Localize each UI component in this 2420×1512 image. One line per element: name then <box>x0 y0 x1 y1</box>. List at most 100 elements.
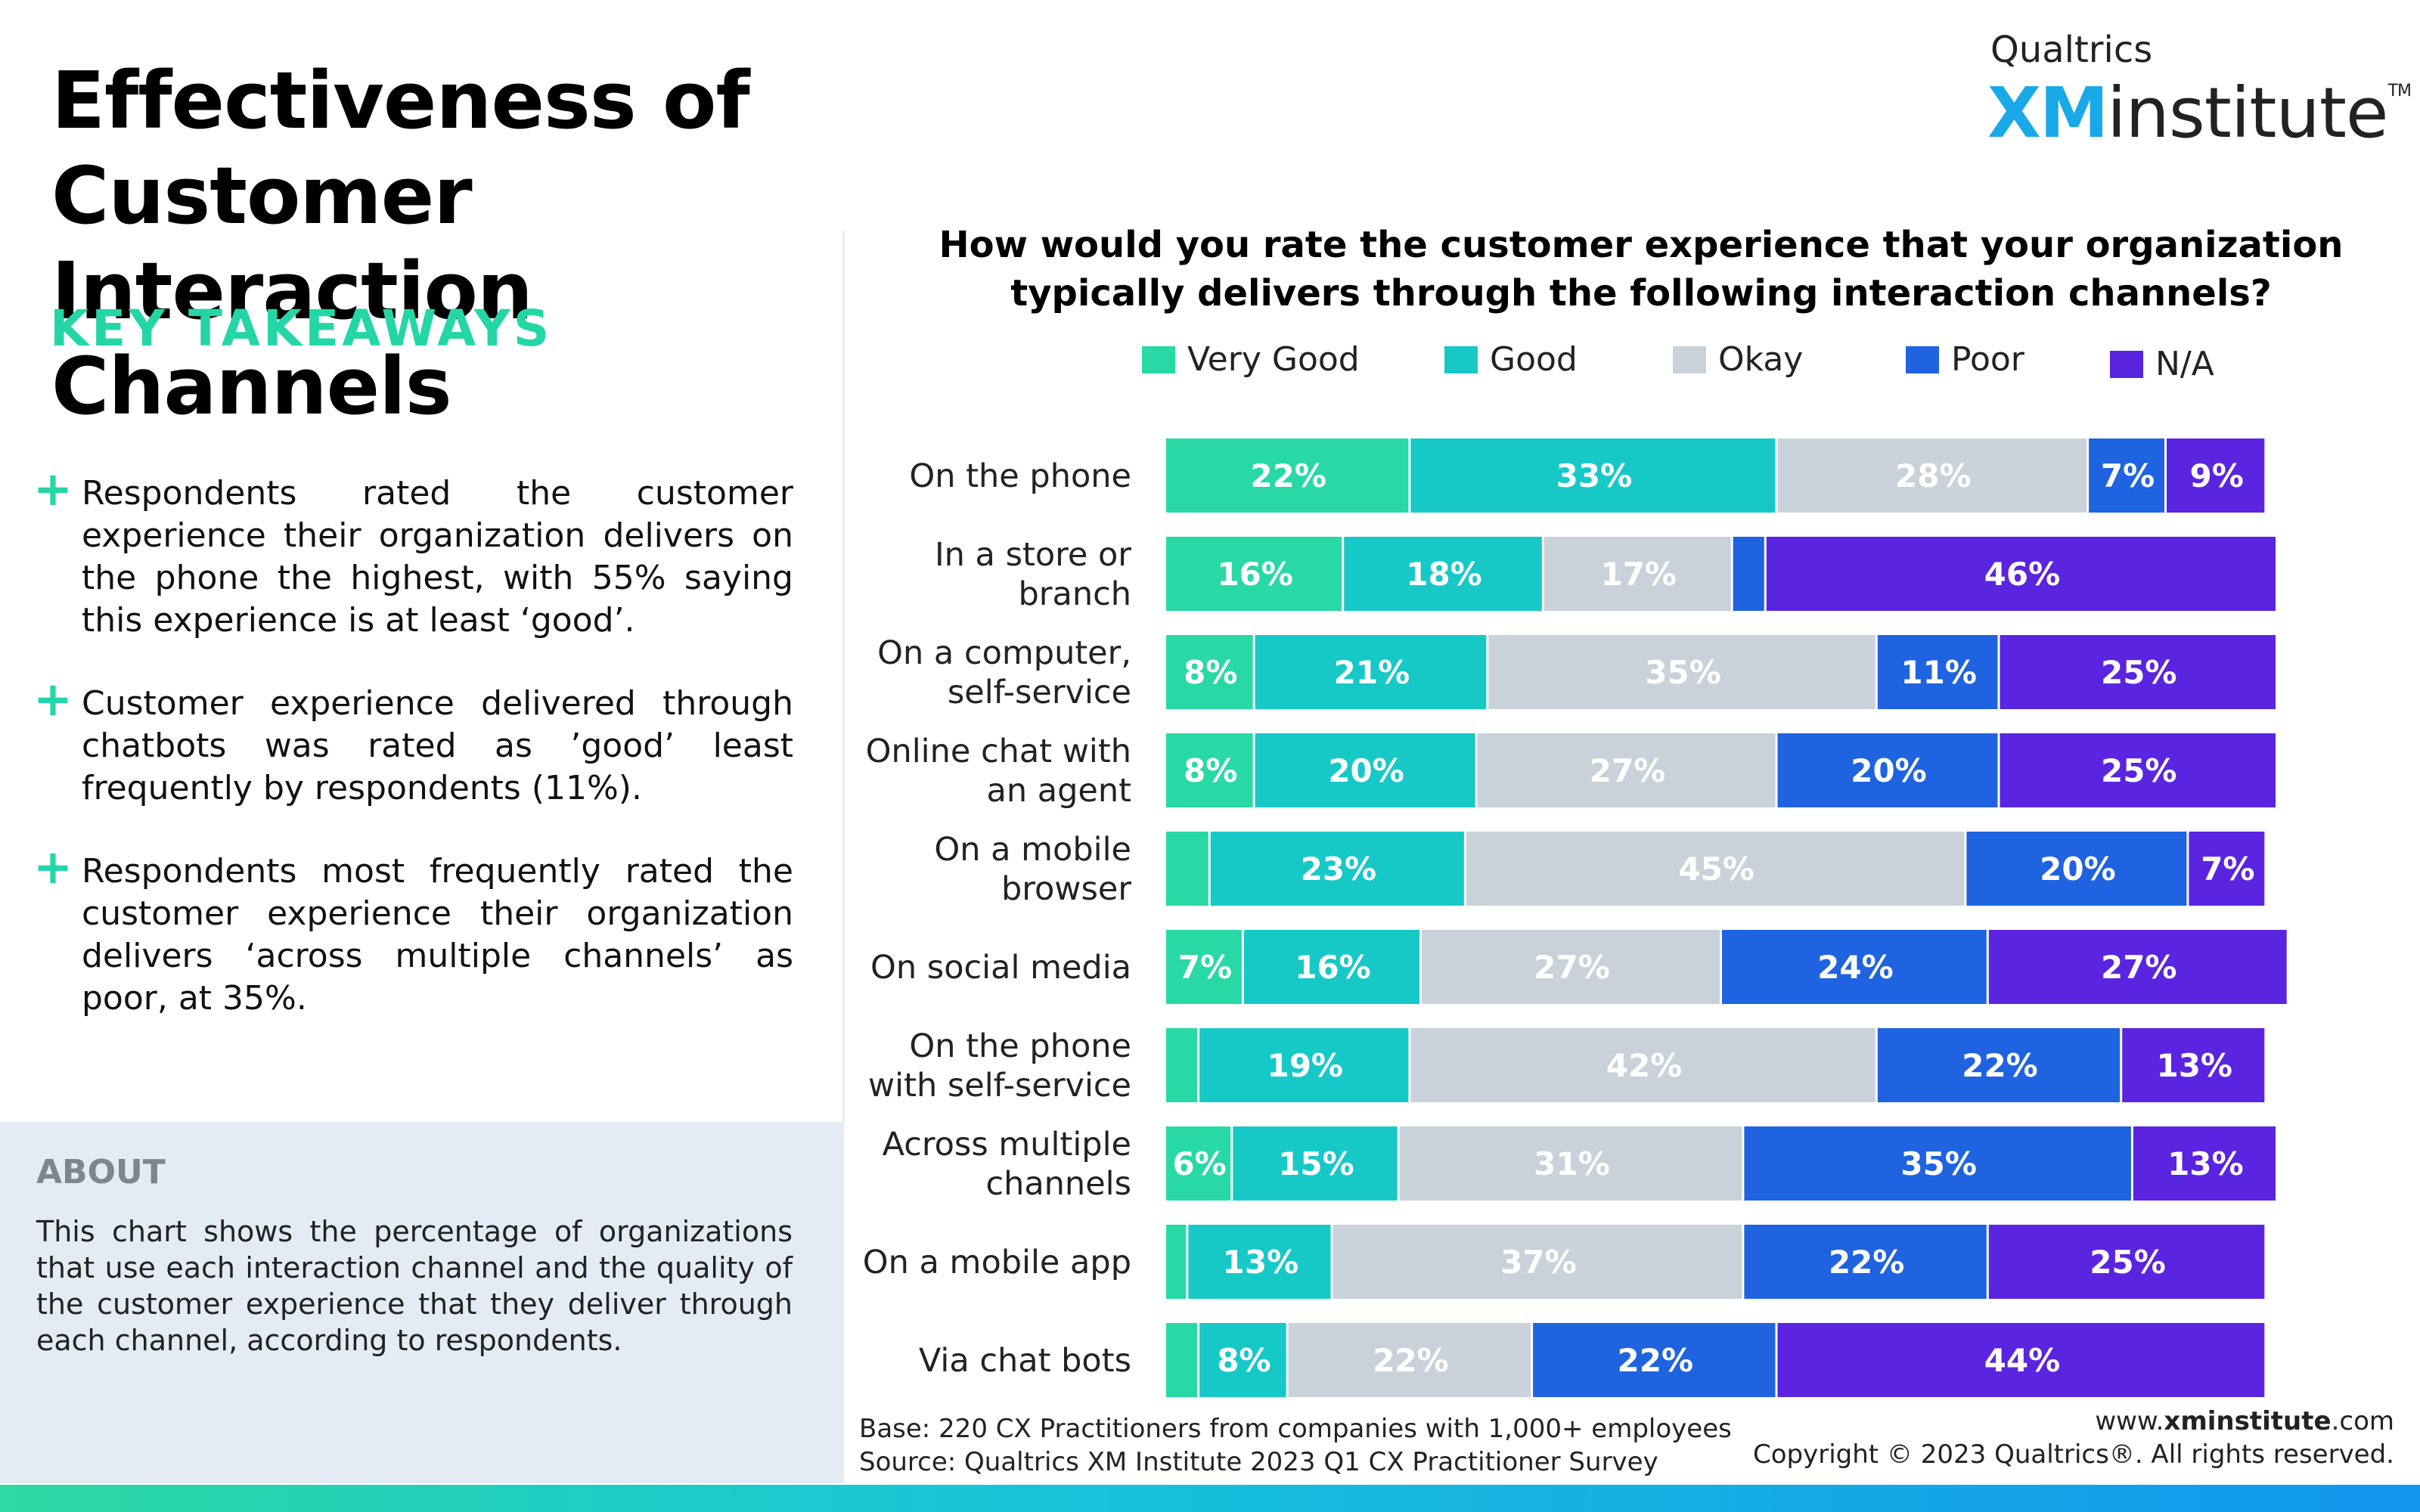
data-label: 22% <box>1250 457 1326 494</box>
legend-label: Okay <box>1718 340 1804 379</box>
data-label: 35% <box>1645 654 1721 691</box>
legend-swatch <box>1673 345 1706 373</box>
legend-label: N/A <box>2155 345 2214 383</box>
bar-segment-poor <box>1744 1126 2131 1201</box>
footer-credits: www.xminstitute.com Copyright © 2023 Qua… <box>1753 1405 2394 1471</box>
bar-segment-good <box>1233 1126 1398 1201</box>
divider <box>842 231 845 1123</box>
bar-segment-very-good <box>1166 1028 1198 1102</box>
bar-segment-poor <box>1877 635 1998 709</box>
bar-segment-n-a <box>1766 537 2276 611</box>
category-label: On the phone <box>909 1027 1131 1065</box>
stacked-bar-chart: On the phone 22% 33% 28% 7% 9%In a store orbr… <box>863 438 2287 1397</box>
category-label: On a computer, <box>877 634 1131 672</box>
bar-segment-very-good <box>1166 930 1242 1004</box>
bar-segment-very-good <box>1166 1225 1187 1299</box>
data-label: 46% <box>1984 556 2061 593</box>
plus-icon: + <box>33 839 73 894</box>
bar-segment-poor <box>1744 1225 1987 1299</box>
bar-segment-very-good <box>1166 635 1253 709</box>
data-label: 8% <box>1184 654 1237 691</box>
data-label: 25% <box>2090 1244 2166 1281</box>
category-label: On a mobile <box>934 831 1131 869</box>
category-label: self-service <box>948 674 1131 711</box>
data-label: 11% <box>1900 654 1977 691</box>
bar-segment-poor <box>1966 832 2187 906</box>
bar-segment-n-a <box>2167 438 2265 513</box>
legend-swatch <box>1444 345 1478 373</box>
footer-notes: Base: 220 CX Practitioners from companie… <box>859 1412 1732 1479</box>
source-note: Source: Qualtrics XM Institute 2023 Q1 C… <box>859 1447 1658 1477</box>
data-label: 13% <box>2167 1145 2244 1182</box>
bar-segment-poor <box>2089 438 2164 513</box>
data-label: 17% <box>1600 556 1677 593</box>
data-label: 28% <box>1895 457 1972 494</box>
bar-segment-good <box>1199 1028 1409 1102</box>
bar-segment-okay <box>1399 1126 1742 1201</box>
data-label: 7% <box>2101 457 2155 494</box>
category-label: Via chat bots <box>919 1342 1131 1380</box>
chart-legend: Very Good Good Okay Poor N/A <box>1142 340 2322 386</box>
category-label: browser <box>1001 870 1131 908</box>
bar-segment-n-a <box>2122 1028 2265 1102</box>
logo-brand: Qualtrics <box>1990 29 2153 71</box>
bar-segment-very-good <box>1166 832 1208 906</box>
takeaway-item: + Customer experience delivered through … <box>33 676 793 810</box>
logo-tm: TM <box>2387 82 2412 101</box>
data-label: 42% <box>1606 1047 1683 1084</box>
category-label: with self-service <box>868 1067 1131 1105</box>
data-label: 8% <box>1184 752 1237 789</box>
data-label: 13% <box>2156 1047 2232 1084</box>
data-label: 20% <box>1851 752 1927 789</box>
bar-segment-good <box>1255 733 1475 807</box>
data-label: 22% <box>1618 1342 1694 1379</box>
data-label: 35% <box>1900 1145 1977 1182</box>
data-label: 15% <box>1278 1145 1354 1182</box>
bar-segment-poor <box>1777 733 1998 807</box>
website-link[interactable]: www.xminstitute.com <box>1753 1405 2394 1438</box>
takeaway-item: + Respondents most frequently rated the … <box>33 844 793 1020</box>
bar-segment-n-a <box>1777 1323 2265 1397</box>
category-label: In a store or <box>935 536 1131 574</box>
data-label: 33% <box>1556 457 1633 494</box>
legend-item-okay: Okay <box>1673 340 1803 379</box>
data-label: 27% <box>1534 949 1610 986</box>
data-label: 18% <box>1406 556 1482 593</box>
data-label: 20% <box>2040 850 2116 888</box>
bar-segment-very-good <box>1166 537 1342 611</box>
data-label: 37% <box>1500 1244 1577 1281</box>
bar-segment-n-a <box>2000 635 2276 709</box>
data-label: 27% <box>1590 752 1666 789</box>
data-label: 7% <box>2201 850 2254 888</box>
legend-item-very-good: Very Good <box>1142 340 1360 379</box>
takeaway-text: Customer experience delivered through ch… <box>82 684 793 807</box>
legend-swatch <box>2110 350 2143 378</box>
about-text: This chart shows the percentage of organ… <box>36 1215 793 1357</box>
data-label: 22% <box>1373 1342 1449 1379</box>
data-label: 6% <box>1172 1145 1226 1182</box>
data-label: 24% <box>1817 949 1894 986</box>
data-label: 22% <box>1962 1047 2038 1084</box>
bar-segment-n-a <box>2133 1126 2276 1201</box>
data-label: 16% <box>1295 949 1371 986</box>
data-label: 20% <box>1328 752 1404 789</box>
about-panel <box>0 1122 844 1483</box>
legend-item-poor: Poor <box>1906 340 2024 379</box>
bar-segment-good <box>1344 537 1542 611</box>
data-label: 13% <box>1223 1244 1299 1281</box>
website-suffix: .com <box>2331 1406 2394 1436</box>
logo-institute-text: institute <box>2107 73 2388 153</box>
data-label: 25% <box>2101 654 2177 691</box>
bar-segment-very-good <box>1166 438 1409 513</box>
about-heading: ABOUT <box>36 1153 166 1191</box>
bar-segment-okay <box>1477 733 1776 807</box>
bar-segment-okay <box>1488 635 1876 709</box>
data-label: 19% <box>1267 1047 1343 1084</box>
bar-segment-good <box>1410 438 1776 513</box>
data-label: 25% <box>2101 752 2177 789</box>
category-label: On the phone <box>909 457 1131 495</box>
bar-segment-poor <box>1733 537 1764 611</box>
bar-segment-n-a <box>1988 1225 2265 1299</box>
data-label: 16% <box>1217 556 1293 593</box>
data-label: 23% <box>1301 850 1377 888</box>
